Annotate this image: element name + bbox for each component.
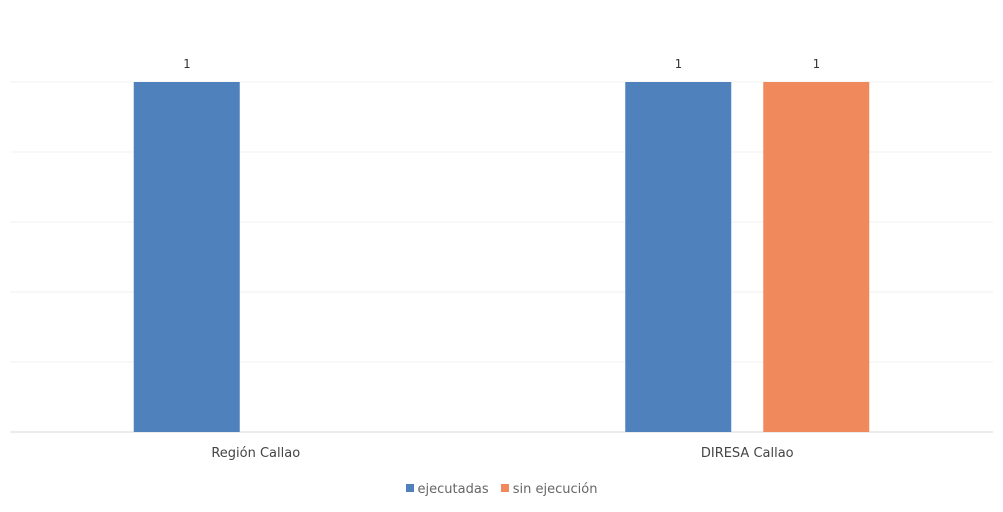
data-label-1-1: 1 [813,57,820,71]
legend-item-ejecutadas: ejecutadas [405,482,489,497]
legend-swatch-sin-ejecucion [500,484,509,492]
x-tick-labels-group: Región Callao DIRESA Callao [211,446,793,461]
data-label-0-1: 1 [675,57,682,71]
legend-label-sin-ejecucion: sin ejecución [512,482,598,497]
bar-ejecutadas-1 [625,82,732,432]
bars-group [133,82,870,432]
legend-label-ejecutadas: ejecutadas [417,482,489,497]
legend-swatch-ejecutadas [405,484,414,492]
x-tick-label-0: Región Callao [211,446,300,461]
x-tick-label-1: DIRESA Callao [701,446,794,461]
legend: ejecutadas sin ejecución [0,482,1003,497]
data-labels-group: 1 1 1 [183,57,820,71]
bar-sin-ejecucion-1 [763,82,870,432]
bar-ejecutadas-0 [133,82,240,432]
legend-item-sin-ejecucion: sin ejecución [500,482,598,497]
data-label-0-0: 1 [183,57,190,71]
